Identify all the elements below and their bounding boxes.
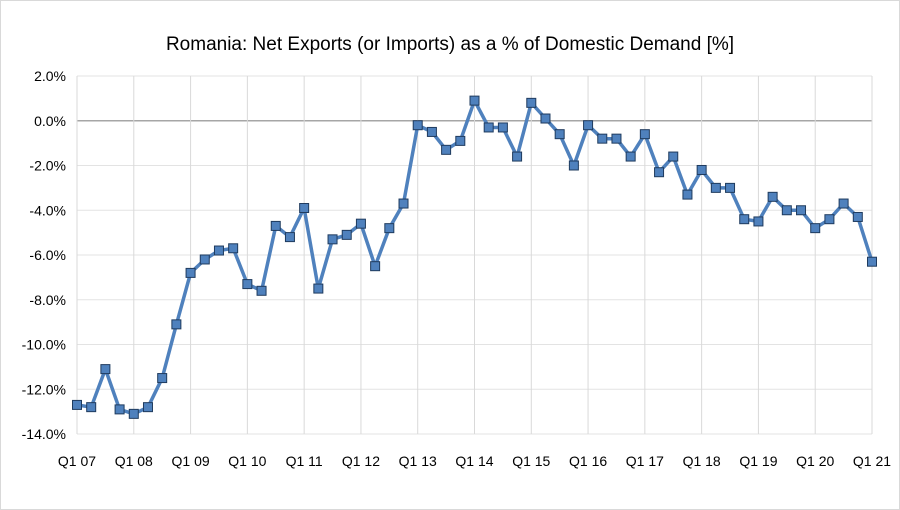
x-tick-label: Q1 12 — [342, 453, 380, 469]
data-point-marker — [710, 182, 721, 193]
data-point-marker — [270, 220, 281, 231]
data-point-marker — [128, 408, 139, 419]
data-point-marker — [867, 256, 877, 267]
x-tick-label: Q1 09 — [172, 453, 210, 469]
data-point-marker — [384, 223, 395, 234]
data-point-marker — [796, 205, 807, 216]
data-point-marker — [497, 122, 508, 133]
data-point-marker — [512, 151, 523, 162]
data-point-marker — [114, 404, 125, 415]
data-point-marker — [455, 135, 466, 146]
y-tick-label: -2.0% — [29, 158, 66, 174]
data-point-marker — [142, 402, 153, 413]
data-point-marker — [824, 214, 835, 225]
x-tick-label: Q1 19 — [739, 453, 777, 469]
data-point-marker — [341, 229, 352, 240]
data-point-marker — [299, 203, 310, 214]
data-point-marker — [639, 129, 650, 140]
data-point-marker — [86, 402, 97, 413]
data-point-marker — [696, 164, 707, 175]
data-point-marker — [199, 254, 210, 265]
data-point-marker — [852, 211, 863, 222]
data-point-marker — [654, 167, 665, 178]
data-point-marker — [568, 160, 579, 171]
data-point-marker — [583, 120, 594, 131]
data-point-marker — [725, 182, 736, 193]
data-point-marker — [753, 216, 764, 227]
data-point-marker — [327, 234, 338, 245]
x-tick-label: Q1 08 — [115, 453, 153, 469]
data-point-marker — [171, 319, 182, 330]
x-tick-label: Q1 20 — [796, 453, 834, 469]
data-point-marker — [185, 267, 196, 278]
data-point-marker — [597, 133, 608, 144]
data-point-marker — [213, 245, 224, 256]
y-tick-label: 2.0% — [34, 68, 66, 84]
data-point-marker — [838, 198, 849, 209]
data-point-marker — [242, 279, 253, 290]
x-tick-label: Q1 13 — [399, 453, 437, 469]
data-point-marker — [157, 373, 168, 384]
chart-title: Romania: Net Exports (or Imports) as a %… — [165, 34, 735, 55]
data-point-marker — [810, 223, 821, 234]
x-tick-label: Q1 21 — [853, 453, 891, 469]
data-point-marker — [355, 218, 366, 229]
data-point-marker — [483, 122, 494, 133]
data-point-marker — [682, 189, 693, 200]
y-tick-label: -4.0% — [29, 202, 66, 218]
data-point-marker — [284, 232, 295, 243]
x-tick-label: Q1 15 — [512, 453, 550, 469]
data-point-marker — [72, 399, 82, 410]
data-point-marker — [370, 261, 381, 272]
data-point-marker — [426, 126, 437, 137]
x-tick-label: Q1 14 — [455, 453, 493, 469]
x-tick-label: Q1 10 — [228, 453, 266, 469]
y-tick-label: 0.0% — [34, 113, 66, 129]
data-point-marker — [611, 133, 622, 144]
x-tick-label: Q1 17 — [626, 453, 664, 469]
y-tick-label: -8.0% — [29, 292, 66, 308]
data-point-marker — [526, 97, 537, 108]
data-point-marker — [398, 198, 409, 209]
data-point-marker — [781, 205, 792, 216]
data-point-marker — [668, 151, 679, 162]
data-point-marker — [412, 120, 423, 131]
data-point-marker — [441, 144, 452, 155]
data-point-marker — [469, 95, 480, 106]
data-point-marker — [554, 129, 565, 140]
data-point-marker — [228, 243, 239, 254]
x-tick-label: Q1 16 — [569, 453, 607, 469]
data-point-marker — [540, 113, 551, 124]
data-point-marker — [767, 191, 778, 202]
y-tick-label: -14.0% — [22, 426, 66, 442]
data-point-marker — [313, 283, 324, 294]
y-tick-label: -10.0% — [22, 337, 66, 353]
x-tick-label: Q1 11 — [286, 453, 323, 469]
x-tick-label: Q1 18 — [683, 453, 721, 469]
x-tick-label: Q1 07 — [58, 453, 96, 469]
y-tick-label: -6.0% — [29, 247, 66, 263]
y-tick-label: -12.0% — [22, 381, 66, 397]
data-point-marker — [739, 214, 750, 225]
data-point-marker — [100, 364, 111, 375]
data-point-marker — [625, 151, 636, 162]
data-point-marker — [256, 285, 267, 296]
